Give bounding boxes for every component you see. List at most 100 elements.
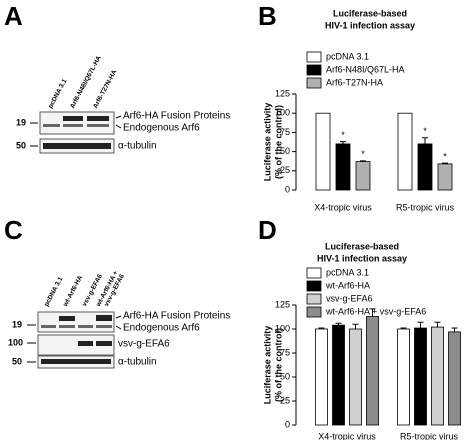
band [63, 124, 83, 127]
bar [397, 112, 413, 191]
y-tick-label: 75 [280, 347, 290, 357]
band-label: α-tubulin [118, 141, 157, 152]
legend-swatch [306, 306, 322, 318]
band-label: Arf6-HA Fusion Proteins [123, 111, 230, 122]
band [63, 116, 83, 121]
chart-title: Luciferase-based [325, 241, 399, 251]
significance-marker: * [361, 149, 365, 159]
band-label: Endogenous Arf6 [123, 123, 200, 134]
bar [332, 324, 345, 426]
legend-label: wt-Arf6-HA [325, 280, 370, 290]
lane-label: pcDNA 3.1 [43, 276, 65, 308]
y-tick-label: 25 [280, 165, 290, 175]
mw-marker: 19 [16, 117, 26, 127]
lane-label: Arf6-T27N-HA [92, 69, 118, 110]
y-axis-label: (% of the control) [273, 105, 283, 179]
bracket [115, 315, 122, 330]
panel-label: A [4, 1, 23, 31]
band [41, 325, 56, 328]
bar [448, 331, 461, 426]
error-bar [442, 162, 448, 164]
error-bar [335, 322, 342, 326]
blot [39, 111, 115, 135]
band [78, 325, 93, 328]
error-bar [340, 141, 346, 144]
band-label: vsv-g-EFA6 [118, 339, 170, 350]
significance-marker: * [443, 151, 447, 161]
legend-label: wt-Arf6-HA + vsv-g-EFA6 [325, 306, 426, 316]
band-label: Arf6-HA Fusion Proteins [123, 311, 230, 322]
legend-label: pcDNA 3.1 [326, 267, 369, 277]
bar [366, 316, 379, 426]
y-tick-label: 0 [285, 419, 290, 429]
error-bar [422, 137, 428, 144]
y-tick-label: 100 [275, 108, 290, 118]
legend-swatch [306, 77, 322, 89]
band [43, 143, 111, 149]
blot [37, 334, 115, 356]
error-bar [318, 327, 325, 329]
error-bar [360, 160, 366, 162]
y-tick-label: 0 [285, 184, 290, 194]
mw-marker: 50 [12, 356, 22, 366]
y-tick-label: 75 [280, 127, 290, 137]
band [59, 316, 75, 321]
y-axis-label: Luciferase activity [262, 103, 272, 182]
band [59, 325, 75, 328]
band [87, 116, 109, 121]
y-axis-label: Luciferase activity [262, 326, 272, 405]
panel-label: B [258, 1, 277, 31]
error-bar [417, 321, 424, 329]
bar [431, 326, 444, 426]
y-tick-label: 100 [275, 323, 290, 333]
band [43, 124, 60, 127]
y-axis-label: (% of the control) [273, 328, 283, 402]
x-tick-label: X4-tropic virus [314, 202, 372, 212]
bar [417, 143, 433, 191]
y-tick-label: 50 [280, 371, 290, 381]
error-bar [352, 323, 359, 329]
bar [315, 112, 331, 191]
x-tick-label: X4-tropic virus [318, 431, 376, 440]
bar [335, 143, 351, 191]
lane-label: pcDNA 3.1 [47, 78, 69, 110]
mw-marker: 100 [8, 337, 23, 347]
band-label: α-tubulin [118, 357, 157, 368]
band [87, 124, 109, 127]
error-bar [400, 327, 407, 329]
legend-label: Arf6-T27N-HA [326, 77, 383, 87]
chart-title: Luciferase-based [333, 8, 407, 18]
mw-marker: 50 [16, 140, 26, 150]
x-tick-label: R5-tropic virus [396, 202, 455, 212]
legend-label: pcDNA 3.1 [326, 51, 369, 61]
y-tick-label: 125 [275, 88, 290, 98]
band-label: Endogenous Arf6 [123, 323, 200, 334]
bar [397, 328, 410, 426]
mw-marker: 19 [12, 319, 22, 329]
legend-label: Arf6-N48I/Q67L-HA [326, 64, 405, 74]
chart-title: HIV-1 infection assay [325, 20, 415, 30]
band [78, 341, 93, 346]
bar [349, 328, 362, 426]
panel-label: C [4, 215, 23, 245]
bar [355, 161, 371, 191]
blot [37, 311, 115, 333]
panel-label: D [258, 215, 277, 245]
band [96, 315, 112, 321]
y-tick-label: 25 [280, 395, 290, 405]
error-bar [434, 321, 441, 328]
bar [437, 163, 453, 191]
legend-swatch [306, 51, 322, 63]
legend-label: vsv-g-EFA6 [326, 293, 373, 303]
bracket [115, 115, 122, 129]
band [96, 325, 112, 328]
legend-swatch [306, 280, 322, 292]
bar [315, 328, 328, 426]
legend-swatch [306, 293, 322, 305]
bar [414, 327, 427, 426]
significance-marker: * [341, 130, 345, 140]
legend-swatch [306, 267, 322, 279]
legend-swatch [306, 64, 322, 76]
band [41, 359, 111, 364]
